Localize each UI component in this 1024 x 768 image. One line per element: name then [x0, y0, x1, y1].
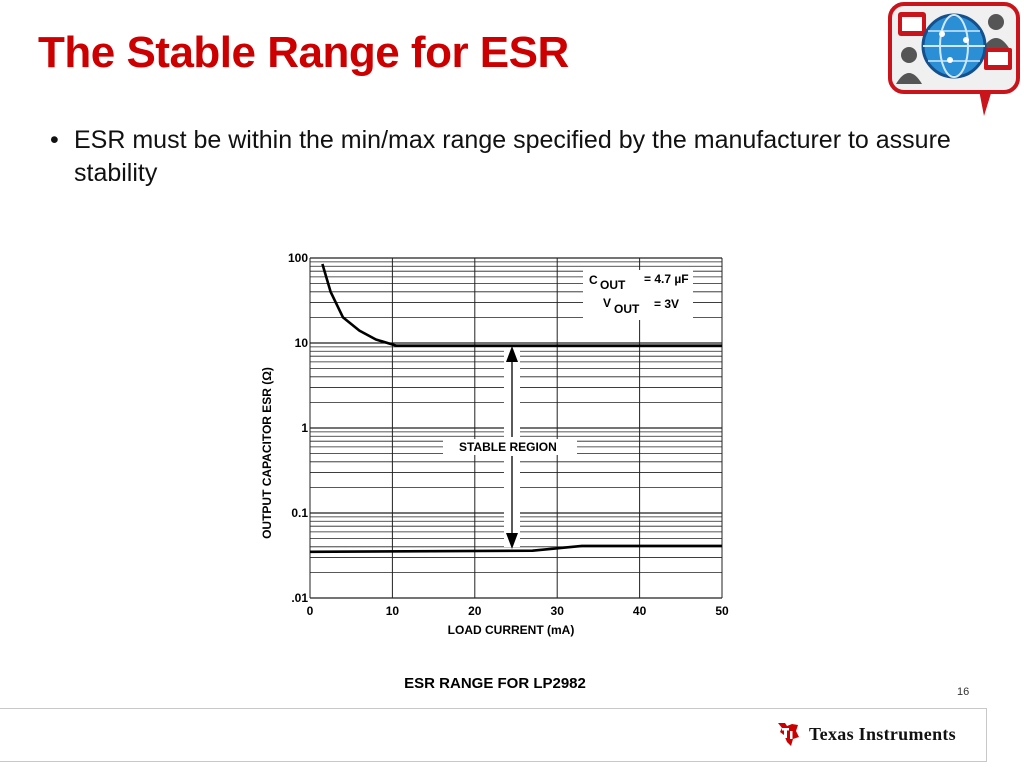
stable-region-label: STABLE REGION	[459, 440, 557, 454]
page-number: 16	[957, 686, 970, 698]
bullet-list: ESR must be within the min/max range spe…	[50, 124, 970, 190]
figure-caption: ESR RANGE FOR LP2982	[404, 675, 586, 692]
ti-wordmark: Texas Instruments	[809, 723, 956, 744]
y-axis-label-symbol: Ω)	[260, 367, 274, 381]
y-tick-label: .01	[291, 591, 308, 605]
x-tick-label: 30	[551, 604, 565, 618]
region-label-backdrop	[443, 439, 577, 455]
esr-min-boundary-line	[309, 544, 722, 554]
y-axis-label: OUTPUT CAPACITOR ESR (Ω)	[260, 367, 274, 539]
x-tick-label: 10	[386, 604, 400, 618]
slide-footer: Texas Instruments	[0, 708, 987, 762]
y-axis-label-text: OUTPUT CAPACITOR ESR (	[260, 381, 274, 539]
cond-cout-value: = 4.7 µF	[644, 272, 689, 286]
x-axis-label: LOAD CURRENT (mA)	[448, 623, 575, 637]
cond-vout-symbol: V	[603, 296, 611, 310]
chart-series	[309, 263, 722, 554]
condition-label-backdrop	[583, 270, 693, 320]
y-tick-label: 0.1	[291, 506, 308, 520]
x-tick-label: 0	[307, 604, 314, 618]
slide-title: The Stable Range for ESR	[38, 28, 569, 77]
cond-vout-value: = 3V	[654, 297, 679, 311]
esr-range-chart: 0 10 20 30 40 50 100 10 1 0.1 .01 C OUT = 4.7 µF V…	[260, 251, 729, 637]
x-tick-label: 40	[633, 604, 647, 618]
esr-max-boundary-line	[321, 263, 722, 347]
cond-vout-sub: OUT	[614, 302, 640, 316]
y-tick-label: 10	[295, 336, 309, 350]
y-tick-label: 1	[301, 421, 308, 435]
collaboration-globe-logo	[888, 2, 1020, 116]
chart-grid	[309, 257, 723, 599]
cond-cout-sub: OUT	[600, 278, 626, 292]
ti-brand: Texas Instruments	[775, 720, 956, 748]
cond-cout-symbol: C	[589, 273, 598, 287]
bullet-item: ESR must be within the min/max range spe…	[50, 124, 970, 190]
arrow-up-head	[506, 346, 518, 362]
y-tick-label: 100	[288, 251, 308, 265]
chart-labels: 0 10 20 30 40 50 100 10 1 0.1 .01	[288, 251, 729, 618]
x-tick-label: 50	[715, 604, 729, 618]
x-tick-label: 20	[468, 604, 482, 618]
arrow-down-head	[506, 533, 518, 549]
ti-logo-icon	[778, 723, 800, 746]
